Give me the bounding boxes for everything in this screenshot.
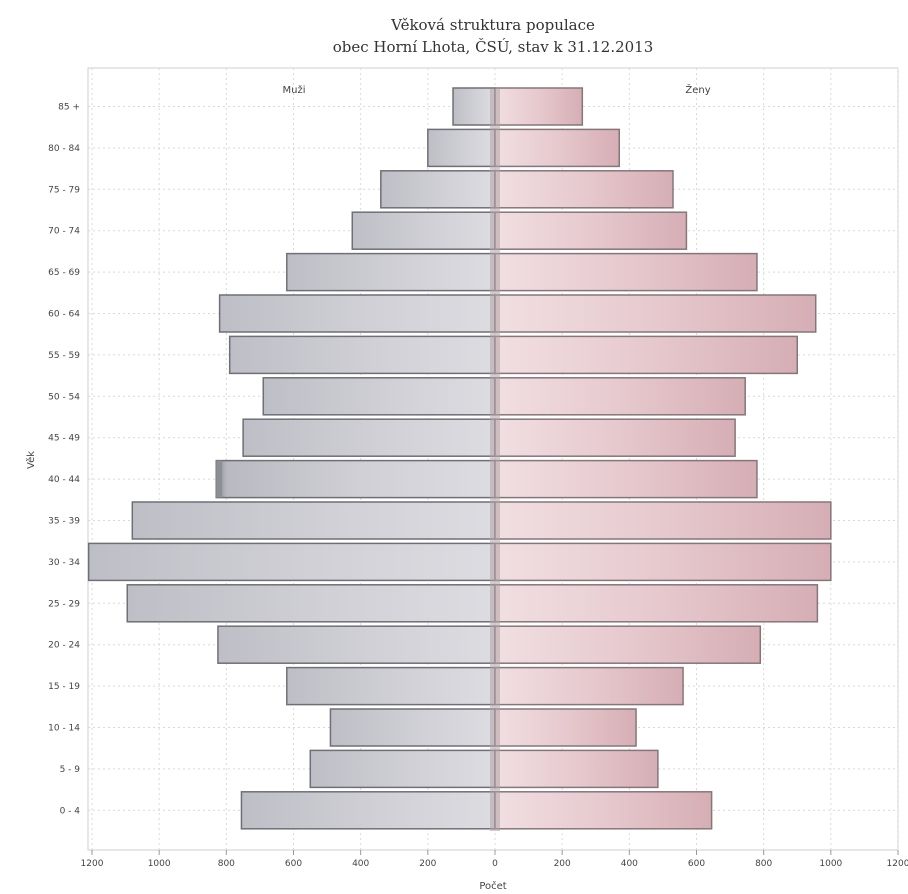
x-tick-label: 1200 — [887, 859, 908, 869]
y-tick-label: 40 - 44 — [48, 475, 80, 485]
bar-male-25-29[interactable] — [126, 584, 496, 623]
bar-male-0-4[interactable] — [240, 791, 496, 830]
bar-male-55-59[interactable] — [228, 335, 496, 375]
x-tick-label: 400 — [352, 859, 369, 869]
y-tick-label: 25 - 29 — [48, 599, 80, 609]
legend-female-label: Ženy — [685, 83, 710, 96]
bar-male-35-39[interactable] — [131, 501, 496, 540]
chart-title: Věková struktura populace — [390, 16, 595, 34]
bar-female-45-49[interactable] — [494, 418, 736, 457]
y-tick-label: 65 - 69 — [48, 268, 80, 278]
y-tick-labels: 0 - 4 5 - 9 10 - 14 15 - 19 20 - 24 25 - 29 30… — [48, 103, 80, 817]
male-bars — [87, 87, 496, 830]
x-tick-label: 400 — [621, 859, 638, 869]
bar-female-15-19[interactable] — [494, 666, 684, 706]
bar-male-65-69[interactable] — [286, 252, 496, 292]
x-tick-label: 0 — [492, 859, 498, 869]
bar-female-10-14[interactable] — [494, 708, 637, 747]
bar-male-60-64[interactable] — [218, 294, 496, 333]
y-tick-label: 15 - 19 — [48, 682, 80, 692]
bar-male-10-14[interactable] — [329, 708, 496, 747]
x-tick-labels: 1200 1000 800 600 400 200 0 200 400 600 800 1000 120… — [81, 859, 908, 869]
plot-area — [87, 67, 899, 855]
bar-female-55-59[interactable] — [494, 335, 798, 375]
bar-male-30-34[interactable] — [87, 542, 496, 582]
y-tick-label: 60 - 64 — [48, 310, 80, 320]
y-tick-label: 45 - 49 — [48, 434, 80, 444]
y-tick-label: 10 - 14 — [48, 724, 80, 734]
bar-female-30-34[interactable] — [494, 542, 832, 582]
center-axis-band — [490, 89, 500, 831]
bar-female-60-64[interactable] — [494, 294, 817, 333]
x-tick-label: 1000 — [148, 859, 171, 869]
x-tick-label: 200 — [419, 859, 436, 869]
bar-female-85+[interactable] — [494, 87, 584, 126]
x-tick-label: 800 — [218, 859, 235, 869]
bar-female-50-54[interactable] — [494, 377, 746, 416]
y-tick-label: 80 - 84 — [48, 144, 80, 154]
bar-female-20-24[interactable] — [494, 625, 762, 664]
bar-male-50-54[interactable] — [262, 377, 496, 416]
y-tick-label: 20 - 24 — [48, 641, 80, 651]
x-tick-label: 1200 — [81, 859, 104, 869]
bar-male-40-44[interactable] — [215, 459, 496, 499]
bar-male-85+[interactable] — [452, 87, 496, 126]
x-axis-label: Počet — [479, 880, 506, 892]
bar-male-80-84[interactable] — [427, 128, 496, 168]
y-tick-label: 5 - 9 — [60, 765, 81, 775]
bar-female-0-4[interactable] — [494, 791, 713, 830]
bar-female-70-74[interactable] — [494, 211, 688, 250]
bar-male-45-49[interactable] — [242, 418, 496, 457]
y-axis-label: Věk — [25, 451, 37, 469]
bar-female-40-44[interactable] — [494, 459, 758, 499]
bar-male-highlight-edge — [216, 460, 223, 498]
bar-female-5-9[interactable] — [494, 749, 659, 789]
x-tick-label: 600 — [688, 859, 705, 869]
bar-male-75-79[interactable] — [380, 170, 496, 209]
y-tick-label: 55 - 59 — [48, 351, 80, 361]
y-tick-label: 70 - 74 — [48, 227, 80, 237]
y-tick-label: 75 - 79 — [48, 185, 80, 195]
bar-male-20-24[interactable] — [217, 625, 496, 664]
x-tick-label: 200 — [554, 859, 571, 869]
y-tick-label: 30 - 34 — [48, 558, 80, 568]
bar-male-5-9[interactable] — [309, 749, 496, 789]
y-tick-label: 35 - 39 — [48, 517, 80, 527]
y-tick-label: 50 - 54 — [48, 392, 80, 402]
bar-male-70-74[interactable] — [351, 211, 496, 250]
bar-male-15-19[interactable] — [286, 666, 496, 706]
bar-female-25-29[interactable] — [494, 584, 819, 623]
bar-female-35-39[interactable] — [494, 501, 832, 540]
chart-subtitle: obec Horní Lhota, ČSÚ, stav k 31.12.2013 — [333, 38, 654, 56]
x-tick-label: 1000 — [819, 859, 842, 869]
y-tick-label: 85 + — [58, 103, 80, 113]
y-tick-label: 0 - 4 — [60, 806, 81, 816]
female-bars — [494, 87, 832, 830]
bar-female-65-69[interactable] — [494, 252, 758, 292]
x-tick-label: 600 — [285, 859, 302, 869]
bar-female-75-79[interactable] — [494, 170, 674, 209]
legend-male-label: Muži — [283, 84, 306, 96]
bar-female-80-84[interactable] — [494, 128, 621, 168]
x-tick-label: 800 — [755, 859, 772, 869]
